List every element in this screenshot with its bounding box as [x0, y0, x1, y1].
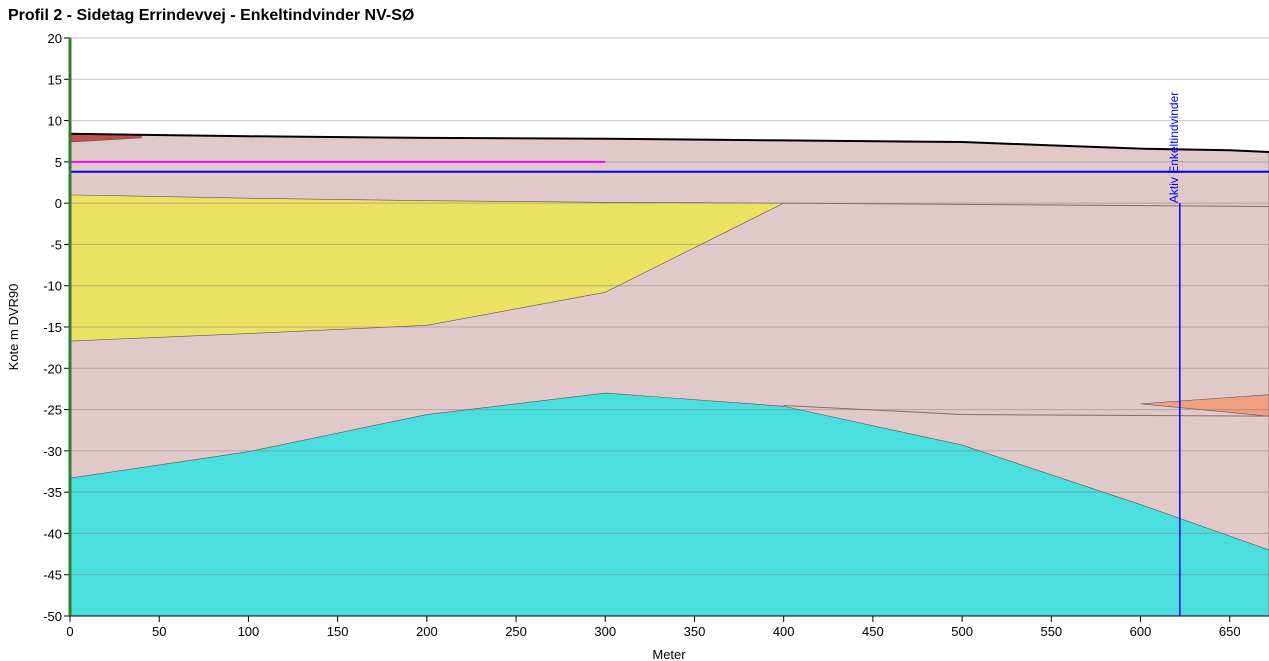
- y-tick-label: -15: [43, 320, 62, 335]
- x-axis-label: Meter: [652, 647, 686, 661]
- x-tick-label: 400: [773, 624, 795, 639]
- x-tick-label: 100: [238, 624, 260, 639]
- y-tick-label: 5: [55, 155, 62, 170]
- x-tick-label: 550: [1040, 624, 1062, 639]
- y-tick-label: 15: [48, 72, 62, 87]
- layer: [69, 194, 784, 342]
- y-tick-label: -40: [43, 526, 62, 541]
- y-tick-label: -35: [43, 485, 62, 500]
- y-tick-label: -50: [43, 609, 62, 624]
- x-tick-label: 450: [862, 624, 884, 639]
- x-tick-label: 500: [951, 624, 973, 639]
- y-tick-label: -10: [43, 279, 62, 294]
- line: [783, 404, 1269, 417]
- y-tick-label: -20: [43, 361, 62, 376]
- line: [783, 202, 1269, 207]
- x-tick-label: 250: [505, 624, 527, 639]
- x-tick-label: 300: [594, 624, 616, 639]
- x-tick-label: 200: [416, 624, 438, 639]
- x-tick-label: 600: [1130, 624, 1152, 639]
- y-tick-label: -45: [43, 568, 62, 583]
- y-tick-label: -30: [43, 444, 62, 459]
- x-tick-label: 150: [327, 624, 349, 639]
- annotation: Aktiv Enkeltindvinder: [1167, 92, 1181, 203]
- y-axis-label: Kote m DVR90: [6, 284, 21, 371]
- chart-title: Profil 2 - Sidetag Errindevvej - Enkelti…: [8, 7, 414, 24]
- y-tick-label: -25: [43, 403, 62, 418]
- x-tick-label: 0: [66, 624, 73, 639]
- layer: [1140, 394, 1269, 417]
- line: [69, 132, 1269, 153]
- x-tick-label: 350: [684, 624, 706, 639]
- x-tick-label: 50: [152, 624, 166, 639]
- y-tick-label: -5: [50, 237, 62, 252]
- y-tick-label: 0: [55, 196, 62, 211]
- y-tick-label: 10: [48, 114, 62, 129]
- x-tick-label: 650: [1219, 624, 1241, 639]
- y-tick-label: 20: [48, 31, 62, 46]
